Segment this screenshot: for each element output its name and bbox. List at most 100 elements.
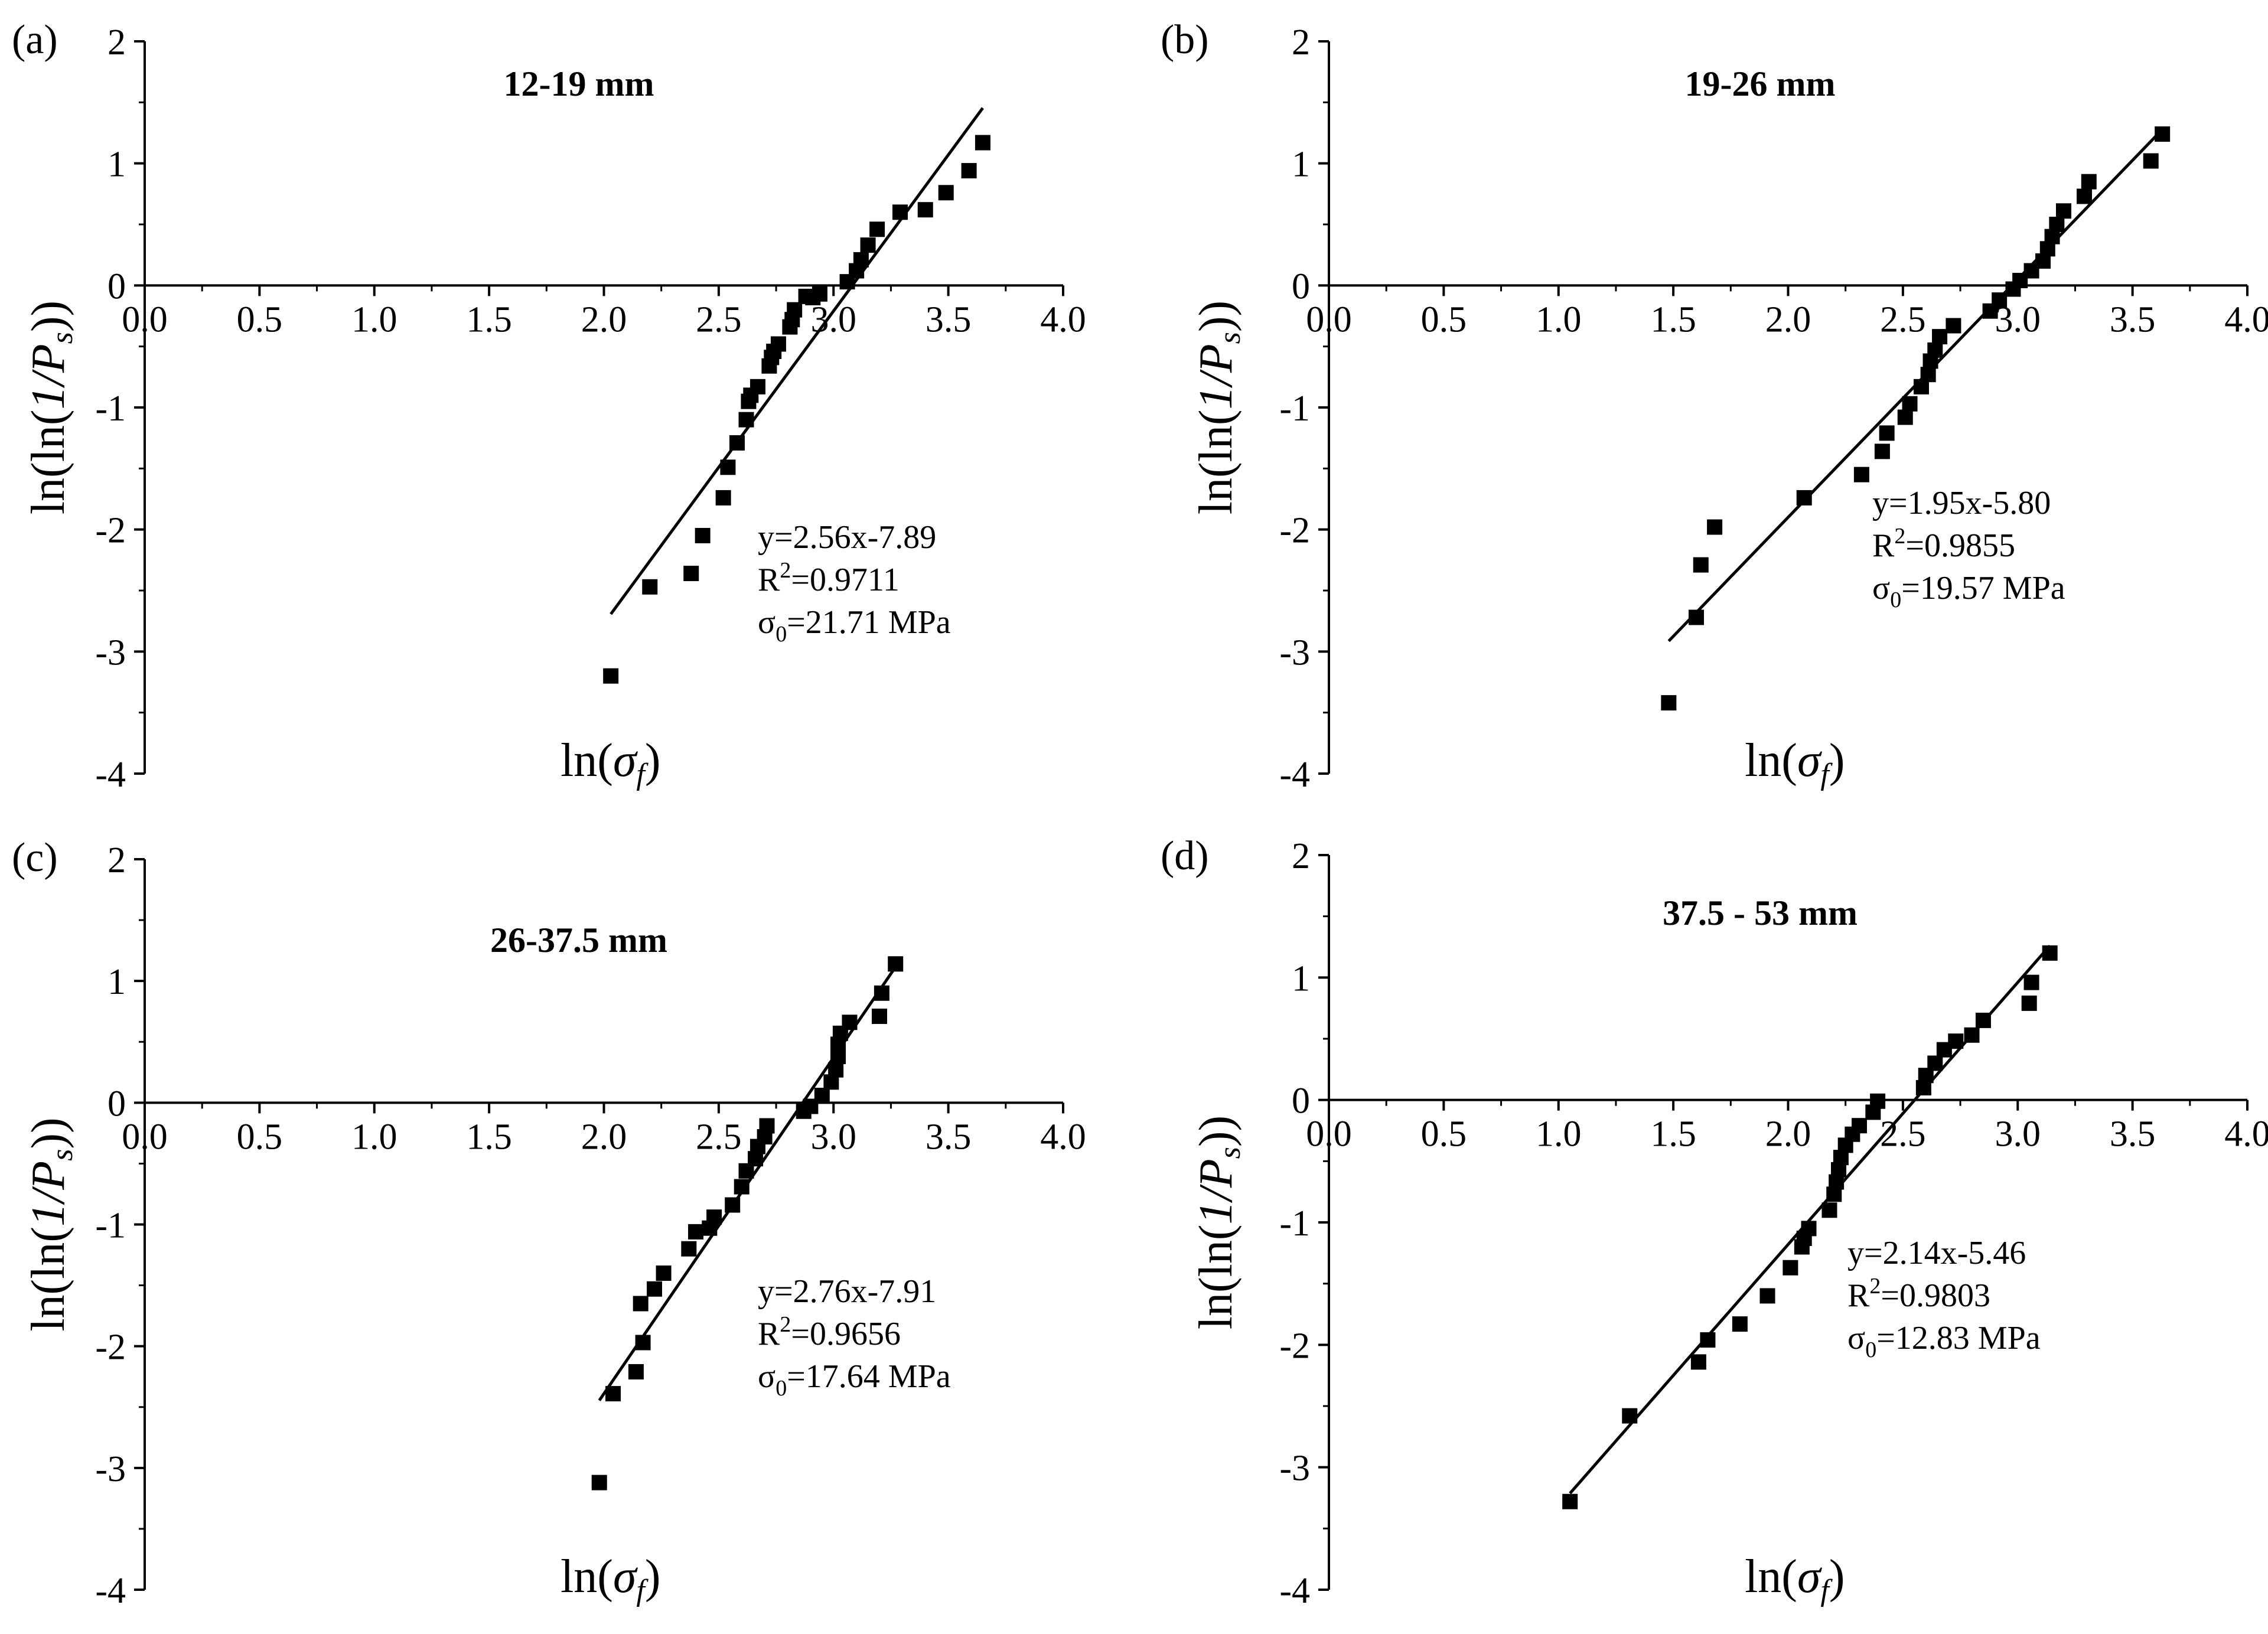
data-point <box>828 1062 844 1078</box>
x-tick-label: 0.0 <box>1306 1114 1352 1154</box>
data-point <box>706 1209 722 1225</box>
chart-panel-d: 2 1 0 -1 -2 -3 -4 0.0 0.5 1.0 1.5 2.0 2.5 3.0 3.5 4.0 (d… <box>1161 833 2268 1611</box>
x-tick-label: 1.0 <box>1536 299 1582 340</box>
y-tick-label: 1 <box>107 962 126 1002</box>
chart-panel-a: 210-1-2-3-40.0 0.5 1.0 1.5 2.0 2.5 3.0 3.5 4.0(a… <box>12 17 1086 795</box>
y-axis-title: ln(ln(1/Ps)) <box>22 1117 79 1331</box>
data-point <box>853 252 869 268</box>
chart-panel-b: 210-1-2-3-40.0 0.5 1.0 1.5 2.0 2.5 3.0 3.5 4.0(b… <box>1161 17 2268 795</box>
r-squared-sup: 2 <box>1894 524 1905 549</box>
fit-equation: y=1.95x-5.80 <box>1872 485 2051 521</box>
sigma-value: =19.57 MPa <box>1901 570 2065 606</box>
x-tick-label: 1.5 <box>1650 1114 1696 1154</box>
data-point <box>734 1179 750 1195</box>
sigma-zero: σ0=21.71 MPa <box>758 604 951 647</box>
data-point <box>695 528 711 543</box>
data-point <box>874 985 889 1001</box>
panel-subtitle: 37.5 - 53 mm <box>1663 893 1858 932</box>
data-point <box>917 202 933 218</box>
data-point <box>738 412 754 428</box>
x-tick-label: 0.5 <box>237 1117 283 1157</box>
data-point <box>1622 1408 1638 1424</box>
y-tick-label: -1 <box>1279 389 1310 429</box>
data-point <box>628 1364 644 1379</box>
r-squared-sup: 2 <box>1869 1274 1881 1299</box>
r-squared-value: =0.9803 <box>1881 1277 1990 1314</box>
data-point <box>961 163 977 179</box>
y-tick-label: -3 <box>1279 1449 1310 1489</box>
data-point <box>1920 367 1936 383</box>
x-tick-label: 1.0 <box>1536 1114 1582 1154</box>
data-point <box>938 185 954 201</box>
x-tick-label: 0.5 <box>1421 299 1467 340</box>
x-tick-label: 1.0 <box>351 299 397 340</box>
sigma-sub: 0 <box>775 1376 787 1401</box>
chart-panel-c: 2 1 0 -1 -2 -3 -4 0.0 0.5 1.0 1.5 2.0 2.5 3.0 3.5 4.0 (c… <box>12 835 1086 1611</box>
y-tick-label: -2 <box>95 1328 126 1368</box>
data-point <box>814 1087 830 1103</box>
r-squared: R2=0.9656 <box>758 1312 901 1352</box>
x-tick-label: 4.0 <box>2224 299 2268 340</box>
x-tick-label: 2.0 <box>1765 299 1811 340</box>
sigma-zero: σ0=17.64 MPa <box>758 1358 951 1401</box>
y-tick-label: 2 <box>1292 22 1310 63</box>
data-point <box>1689 609 1704 625</box>
fit-equation: y=2.14x-5.46 <box>1847 1235 2026 1271</box>
y-tick-label: 1 <box>107 145 126 185</box>
y-axis-title: ln(ln(1/Ps)) <box>1190 301 1247 514</box>
y-tick-label: -1 <box>95 1206 126 1246</box>
r-squared-sup: 2 <box>780 558 791 583</box>
data-point <box>869 221 885 237</box>
data-point <box>2076 188 2092 204</box>
x-tick-label: 4.0 <box>1040 299 1086 340</box>
data-point <box>1821 1202 1837 1218</box>
y-tick-label: -1 <box>1279 1204 1310 1244</box>
data-point <box>656 1265 672 1281</box>
r-squared-prefix: R <box>758 562 780 598</box>
panel-letter: (b) <box>1161 17 1209 63</box>
r-squared-prefix: R <box>758 1316 780 1352</box>
y-tick-label: 0 <box>107 266 126 306</box>
r-squared-value: =0.9855 <box>1905 527 2015 564</box>
data-point <box>860 237 876 253</box>
data-point <box>2049 217 2065 232</box>
sigma-value: =17.64 MPa <box>787 1358 951 1395</box>
data-point <box>1964 1027 1980 1043</box>
sigma-value: =12.83 MPa <box>1876 1320 2041 1356</box>
x-tick-label: 1.5 <box>466 299 512 340</box>
sigma-sub: 0 <box>775 622 787 647</box>
data-point <box>1783 1260 1798 1276</box>
x-tick-label: 0.0 <box>1306 299 1352 340</box>
sigma-zero: σ0=12.83 MPa <box>1847 1320 2041 1362</box>
data-point <box>888 956 904 972</box>
y-tick-label: -2 <box>1279 1326 1310 1366</box>
data-point <box>1975 1012 1991 1028</box>
data-point <box>647 1281 663 1297</box>
data-point <box>1690 1354 1706 1370</box>
data-point <box>1732 1316 1748 1332</box>
data-point <box>1927 1055 1943 1071</box>
panel-subtitle: 26-37.5 mm <box>490 921 667 960</box>
x-tick-label: 0.5 <box>237 299 283 340</box>
x-tick-label: 3.0 <box>1995 1114 2041 1154</box>
x-axis-title: ln(σf) <box>561 735 660 791</box>
y-tick-label: -4 <box>1279 1571 1310 1611</box>
r-squared-value: =0.9656 <box>791 1316 901 1352</box>
sigma-zero: σ0=19.57 MPa <box>1872 570 2065 612</box>
y-tick-label: -3 <box>95 632 126 673</box>
x-tick-label: 0.5 <box>1421 1114 1467 1154</box>
data-point <box>2056 203 2071 219</box>
x-tick-label: 1.0 <box>351 1117 397 1157</box>
x-tick-label: 3.5 <box>926 299 972 340</box>
x-tick-label: 2.5 <box>696 299 742 340</box>
x-tick-label: 2.5 <box>1880 299 1926 340</box>
data-point <box>642 579 658 595</box>
data-point <box>1927 342 1943 358</box>
x-tick-label: 2.5 <box>1880 1114 1926 1154</box>
data-point <box>1879 425 1895 441</box>
fit-line <box>610 107 984 615</box>
data-point <box>1874 443 1890 459</box>
data-point <box>1992 292 2008 308</box>
data-point <box>715 490 731 505</box>
y-tick-label: 2 <box>1292 836 1310 876</box>
